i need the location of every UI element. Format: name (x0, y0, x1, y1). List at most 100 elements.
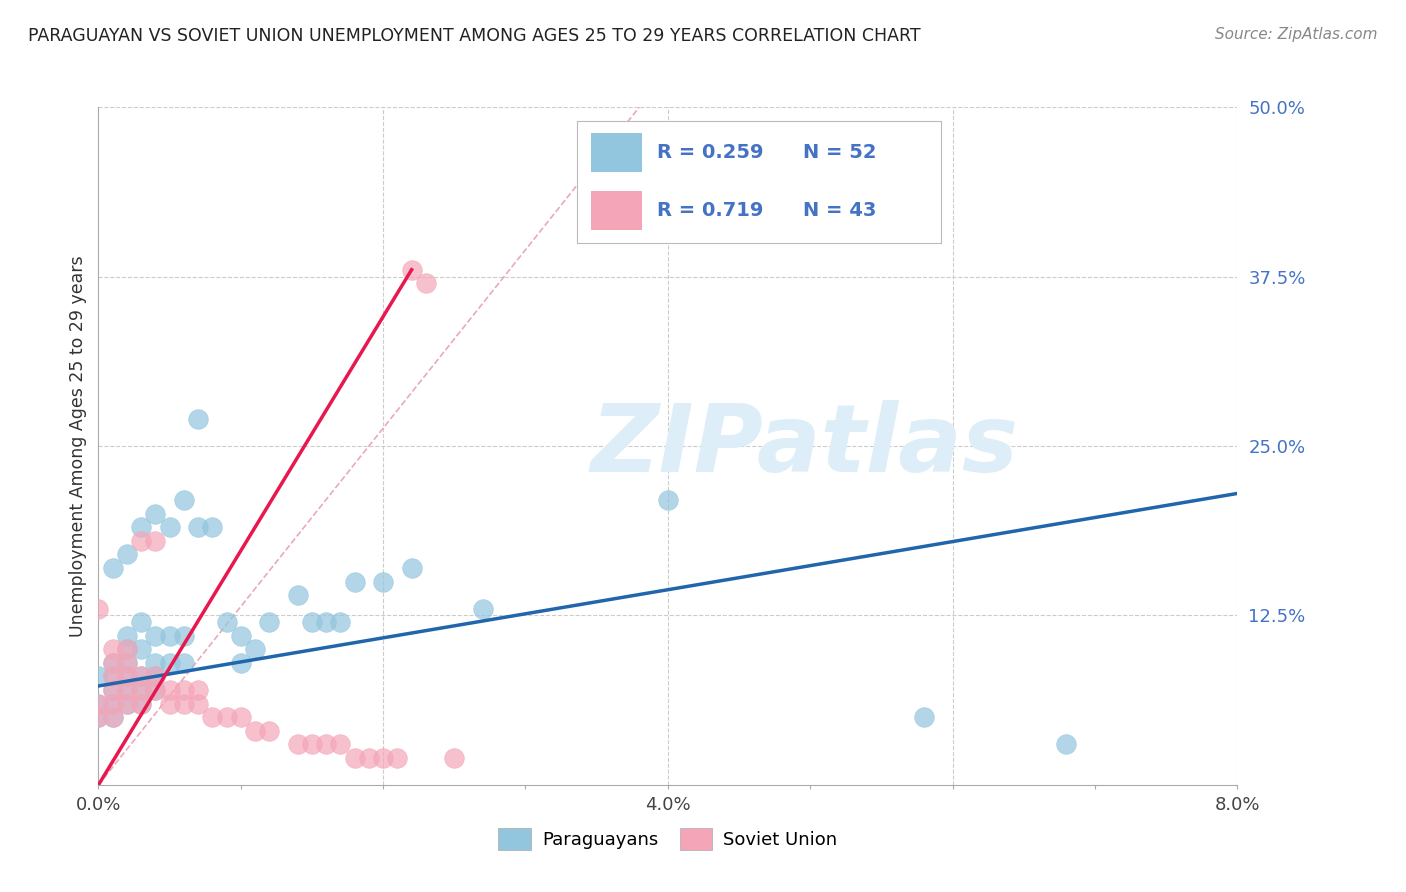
Point (259, 723, 281, 738)
Point (387, 751, 409, 765)
Point (301, 615, 323, 630)
Point (129, 697, 152, 711)
Point (87, 710, 110, 724)
Point (173, 683, 195, 698)
Point (129, 669, 152, 683)
Point (101, 642, 124, 657)
Point (145, 533, 167, 548)
Point (173, 493, 195, 508)
Point (443, 751, 465, 765)
Point (87, 601, 110, 615)
Point (101, 710, 124, 724)
Point (87, 669, 110, 683)
Point (187, 412, 209, 426)
Point (145, 507, 167, 521)
Legend: Paraguayans, Soviet Union: Paraguayans, Soviet Union (491, 821, 845, 857)
Point (287, 737, 309, 751)
Point (159, 697, 181, 711)
Point (343, 751, 366, 765)
Point (329, 615, 352, 630)
Text: ZIPatlas: ZIPatlas (591, 400, 1018, 492)
Point (215, 710, 238, 724)
Point (129, 683, 152, 698)
Point (201, 710, 224, 724)
Point (1056, 737, 1078, 751)
Point (243, 723, 266, 738)
Point (101, 697, 124, 711)
Point (115, 656, 138, 670)
Point (215, 615, 238, 630)
Point (159, 629, 181, 643)
Point (115, 656, 138, 670)
Point (87, 697, 110, 711)
Point (229, 656, 252, 670)
Point (115, 629, 138, 643)
Point (471, 601, 494, 615)
Point (87, 710, 110, 724)
Point (115, 548, 138, 562)
Point (187, 697, 209, 711)
Point (259, 615, 281, 630)
Point (101, 561, 124, 575)
Point (229, 629, 252, 643)
Point (145, 669, 167, 683)
Point (187, 520, 209, 534)
Point (401, 262, 423, 277)
Point (129, 533, 152, 548)
Point (371, 751, 394, 765)
Point (401, 561, 423, 575)
Point (145, 656, 167, 670)
Point (129, 683, 152, 698)
Point (101, 697, 124, 711)
Point (343, 574, 366, 589)
Point (415, 277, 437, 291)
Point (129, 697, 152, 711)
Point (315, 615, 337, 630)
Point (129, 669, 152, 683)
Point (115, 697, 138, 711)
Point (129, 520, 152, 534)
Point (329, 737, 352, 751)
Point (101, 669, 124, 683)
Point (101, 683, 124, 698)
Point (87, 697, 110, 711)
Point (145, 683, 167, 698)
Point (145, 629, 167, 643)
Point (145, 683, 167, 698)
Point (115, 683, 138, 698)
Point (657, 493, 679, 508)
Point (101, 683, 124, 698)
Point (315, 737, 337, 751)
Point (115, 669, 138, 683)
Point (187, 683, 209, 698)
Point (173, 629, 195, 643)
Point (173, 656, 195, 670)
Point (229, 710, 252, 724)
Point (115, 683, 138, 698)
Point (101, 710, 124, 724)
Point (129, 642, 152, 657)
Point (287, 588, 309, 602)
Point (115, 642, 138, 657)
Point (201, 520, 224, 534)
Point (115, 669, 138, 683)
Text: PARAGUAYAN VS SOVIET UNION UNEMPLOYMENT AMONG AGES 25 TO 29 YEARS CORRELATION CH: PARAGUAYAN VS SOVIET UNION UNEMPLOYMENT … (28, 27, 921, 45)
Point (159, 683, 181, 698)
Point (145, 669, 167, 683)
Point (243, 642, 266, 657)
Point (115, 697, 138, 711)
Point (371, 574, 394, 589)
Point (159, 520, 181, 534)
Point (159, 656, 181, 670)
Point (101, 656, 124, 670)
Point (101, 669, 124, 683)
Point (115, 642, 138, 657)
Point (129, 615, 152, 630)
Point (301, 737, 323, 751)
Point (101, 656, 124, 670)
Y-axis label: Unemployment Among Ages 25 to 29 years: Unemployment Among Ages 25 to 29 years (69, 255, 87, 637)
Point (357, 751, 380, 765)
Point (912, 710, 935, 724)
Text: Source: ZipAtlas.com: Source: ZipAtlas.com (1215, 27, 1378, 42)
Point (173, 697, 195, 711)
